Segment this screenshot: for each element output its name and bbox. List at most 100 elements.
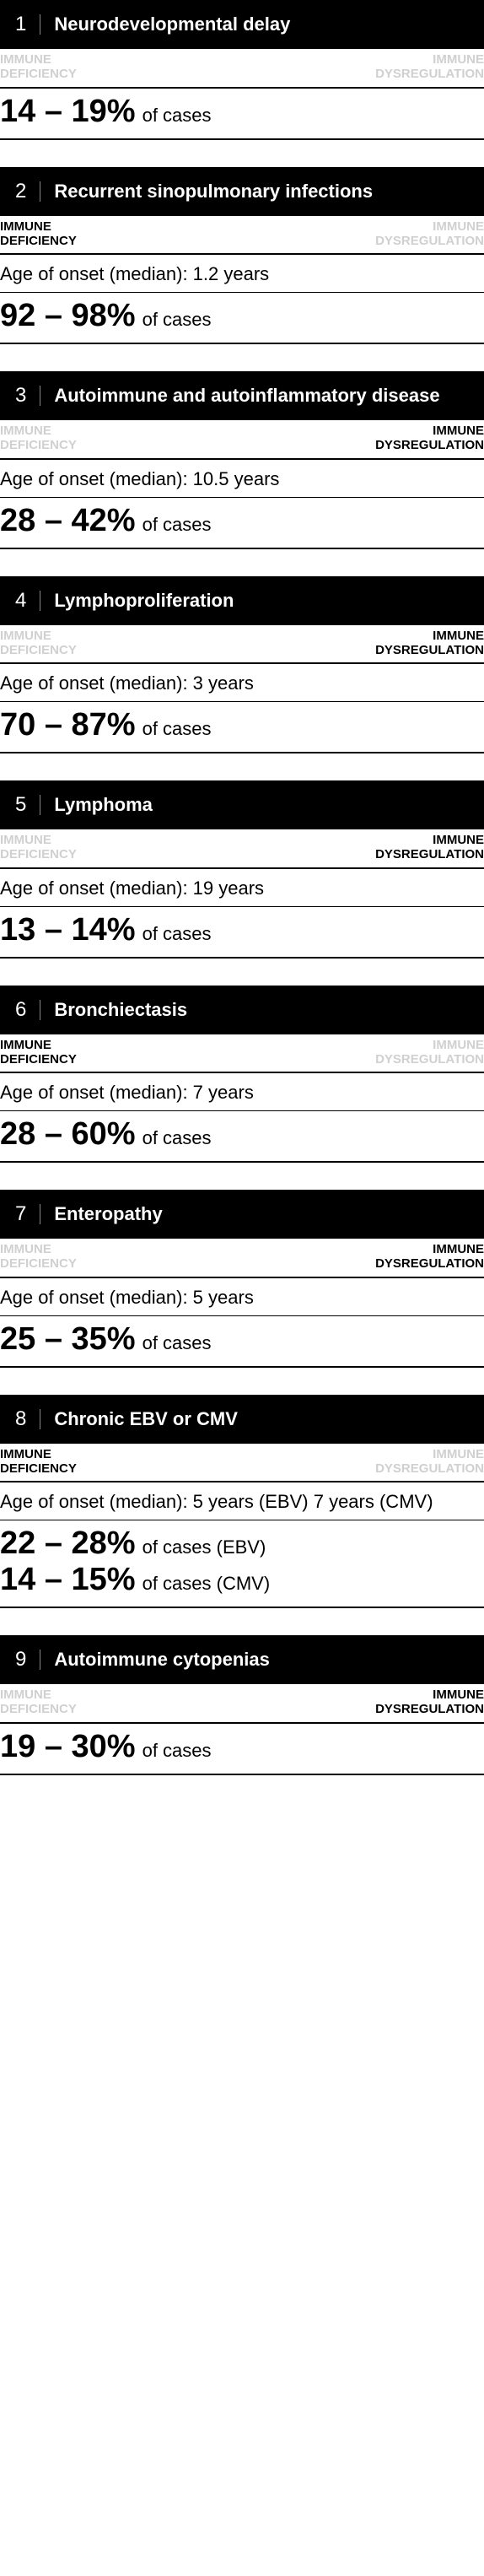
tag-line: IMMUNE xyxy=(0,1688,77,1702)
cases-row: 70 – 87%of cases xyxy=(0,702,484,753)
tag-line: DEFICIENCY xyxy=(0,1461,77,1476)
card-number: 1 xyxy=(15,14,40,35)
age-of-onset: Age of onset (median): 1.2 years xyxy=(0,255,484,293)
tag-line: IMMUNE xyxy=(375,1688,484,1702)
tag-line: DYSREGULATION xyxy=(375,438,484,452)
cases-suffix: of cases xyxy=(143,309,212,331)
cases-percentage: 25 – 35% xyxy=(0,1321,136,1358)
tag-line: DYSREGULATION xyxy=(375,1702,484,1716)
cases-row: 28 – 42%of cases xyxy=(0,498,484,549)
cards-container: 1Neurodevelopmental delayIMMUNEDEFICIENC… xyxy=(0,0,484,1775)
tag-line: DYSREGULATION xyxy=(375,1461,484,1476)
card-number: 8 xyxy=(15,1409,40,1429)
card: 7EnteropathyIMMUNEDEFICIENCYIMMUNEDYSREG… xyxy=(0,1190,484,1368)
age-of-onset: Age of onset (median): 10.5 years xyxy=(0,460,484,498)
card-title: Recurrent sinopulmonary infections xyxy=(40,181,373,202)
card-number: 2 xyxy=(15,181,40,202)
tag-line: IMMUNE xyxy=(0,1447,77,1461)
cases-suffix: of cases xyxy=(143,105,212,127)
tag-line: IMMUNE xyxy=(0,833,77,847)
card-title: Lymphoproliferation xyxy=(40,590,234,611)
age-of-onset: Age of onset (median): 5 years (EBV) 7 y… xyxy=(0,1482,484,1520)
age-of-onset: Age of onset (median): 5 years xyxy=(0,1278,484,1316)
card-title: Autoimmune and autoinflammatory disease xyxy=(40,385,439,406)
tag-line: IMMUNE xyxy=(375,52,484,67)
card: 9Autoimmune cytopeniasIMMUNEDEFICIENCYIM… xyxy=(0,1635,484,1775)
tag-immune-deficiency: IMMUNEDEFICIENCY xyxy=(0,629,77,658)
tag-line: DYSREGULATION xyxy=(375,234,484,248)
cases-row: 14 – 19% of cases xyxy=(0,89,484,140)
cases-row: 25 – 35% of cases xyxy=(0,1316,484,1368)
card: 3Autoimmune and autoinflammatory disease… xyxy=(0,371,484,549)
tag-immune-dysregulation: IMMUNEDYSREGULATION xyxy=(375,52,484,82)
tags-row: IMMUNEDEFICIENCYIMMUNEDYSREGULATION xyxy=(0,625,484,665)
tags-row: IMMUNEDEFICIENCYIMMUNEDYSREGULATION xyxy=(0,420,484,460)
tag-line: DEFICIENCY xyxy=(0,643,77,657)
cases-percentage: 14 – 19% xyxy=(0,94,136,130)
tags-row: IMMUNEDEFICIENCYIMMUNEDYSREGULATION xyxy=(0,216,484,256)
card-title: Lymphoma xyxy=(40,794,153,815)
tag-immune-deficiency: IMMUNEDEFICIENCY xyxy=(0,1447,77,1477)
card: 4LymphoproliferationIMMUNEDEFICIENCYIMMU… xyxy=(0,576,484,754)
tag-line: DEFICIENCY xyxy=(0,847,77,861)
cases-suffix: of cases xyxy=(143,1127,212,1149)
card: 5LymphomaIMMUNEDEFICIENCYIMMUNEDYSREGULA… xyxy=(0,780,484,959)
tag-line: IMMUNE xyxy=(0,424,77,438)
card-header: 6Bronchiectasis xyxy=(0,986,484,1034)
cases-row: 92 – 98% of cases xyxy=(0,293,484,344)
tag-line: IMMUNE xyxy=(375,629,484,643)
tag-immune-deficiency: IMMUNEDEFICIENCY xyxy=(0,1688,77,1717)
cases-multi: 22 – 28%of cases (EBV)14 – 15%of cases (… xyxy=(0,1520,484,1608)
card-header: 9Autoimmune cytopenias xyxy=(0,1635,484,1684)
tag-line: IMMUNE xyxy=(375,833,484,847)
cases-row: 28 – 60%of cases xyxy=(0,1111,484,1163)
cases-suffix: of cases (CMV) xyxy=(143,1573,271,1595)
tag-line: DYSREGULATION xyxy=(375,847,484,861)
card: 8Chronic EBV or CMVIMMUNEDEFICIENCYIMMUN… xyxy=(0,1395,484,1609)
cases-percentage: 14 – 15% xyxy=(0,1562,136,1598)
cases-percentage: 70 – 87% xyxy=(0,707,136,743)
tags-row: IMMUNEDEFICIENCYIMMUNEDYSREGULATION xyxy=(0,1684,484,1724)
card-title: Enteropathy xyxy=(40,1203,162,1224)
tag-immune-deficiency: IMMUNEDEFICIENCY xyxy=(0,52,77,82)
card-number: 4 xyxy=(15,591,40,611)
tag-line: IMMUNE xyxy=(0,629,77,643)
tags-row: IMMUNEDEFICIENCYIMMUNEDYSREGULATION xyxy=(0,1239,484,1278)
card-title: Autoimmune cytopenias xyxy=(40,1649,269,1670)
tags-row: IMMUNEDEFICIENCYIMMUNEDYSREGULATION xyxy=(0,49,484,89)
card-header: 8Chronic EBV or CMV xyxy=(0,1395,484,1444)
tag-line: IMMUNE xyxy=(375,1447,484,1461)
tag-immune-dysregulation: IMMUNEDYSREGULATION xyxy=(375,629,484,658)
cases-percentage: 13 – 14% xyxy=(0,912,136,948)
tag-line: DYSREGULATION xyxy=(375,67,484,81)
tag-line: IMMUNE xyxy=(375,424,484,438)
tag-line: DEFICIENCY xyxy=(0,438,77,452)
tag-line: IMMUNE xyxy=(0,52,77,67)
tag-line: DEFICIENCY xyxy=(0,67,77,81)
cases-percentage: 19 – 30% xyxy=(0,1729,136,1765)
tag-immune-dysregulation: IMMUNEDYSREGULATION xyxy=(375,424,484,453)
card: 1Neurodevelopmental delayIMMUNEDEFICIENC… xyxy=(0,0,484,140)
tag-immune-dysregulation: IMMUNEDYSREGULATION xyxy=(375,833,484,862)
tag-line: IMMUNE xyxy=(0,1242,77,1256)
cases-percentage: 92 – 98% xyxy=(0,298,136,334)
tag-line: IMMUNE xyxy=(375,1038,484,1052)
card-title: Chronic EBV or CMV xyxy=(40,1408,238,1429)
card-number: 7 xyxy=(15,1204,40,1224)
tag-immune-dysregulation: IMMUNEDYSREGULATION xyxy=(375,1038,484,1067)
tag-immune-dysregulation: IMMUNEDYSREGULATION xyxy=(375,1447,484,1477)
cases-suffix: of cases xyxy=(143,923,212,945)
card-header: 7Enteropathy xyxy=(0,1190,484,1239)
tag-immune-dysregulation: IMMUNEDYSREGULATION xyxy=(375,219,484,249)
tag-line: DYSREGULATION xyxy=(375,1052,484,1067)
tag-line: DEFICIENCY xyxy=(0,1256,77,1271)
tags-row: IMMUNEDEFICIENCYIMMUNEDYSREGULATION xyxy=(0,829,484,869)
card-number: 5 xyxy=(15,795,40,815)
cases-suffix: of cases xyxy=(143,1332,212,1354)
card-title: Bronchiectasis xyxy=(40,999,187,1020)
tag-line: DEFICIENCY xyxy=(0,1052,77,1067)
cases-suffix: of cases (EBV) xyxy=(143,1536,266,1558)
card-number: 3 xyxy=(15,386,40,406)
tag-immune-deficiency: IMMUNEDEFICIENCY xyxy=(0,424,77,453)
tag-line: DEFICIENCY xyxy=(0,1702,77,1716)
